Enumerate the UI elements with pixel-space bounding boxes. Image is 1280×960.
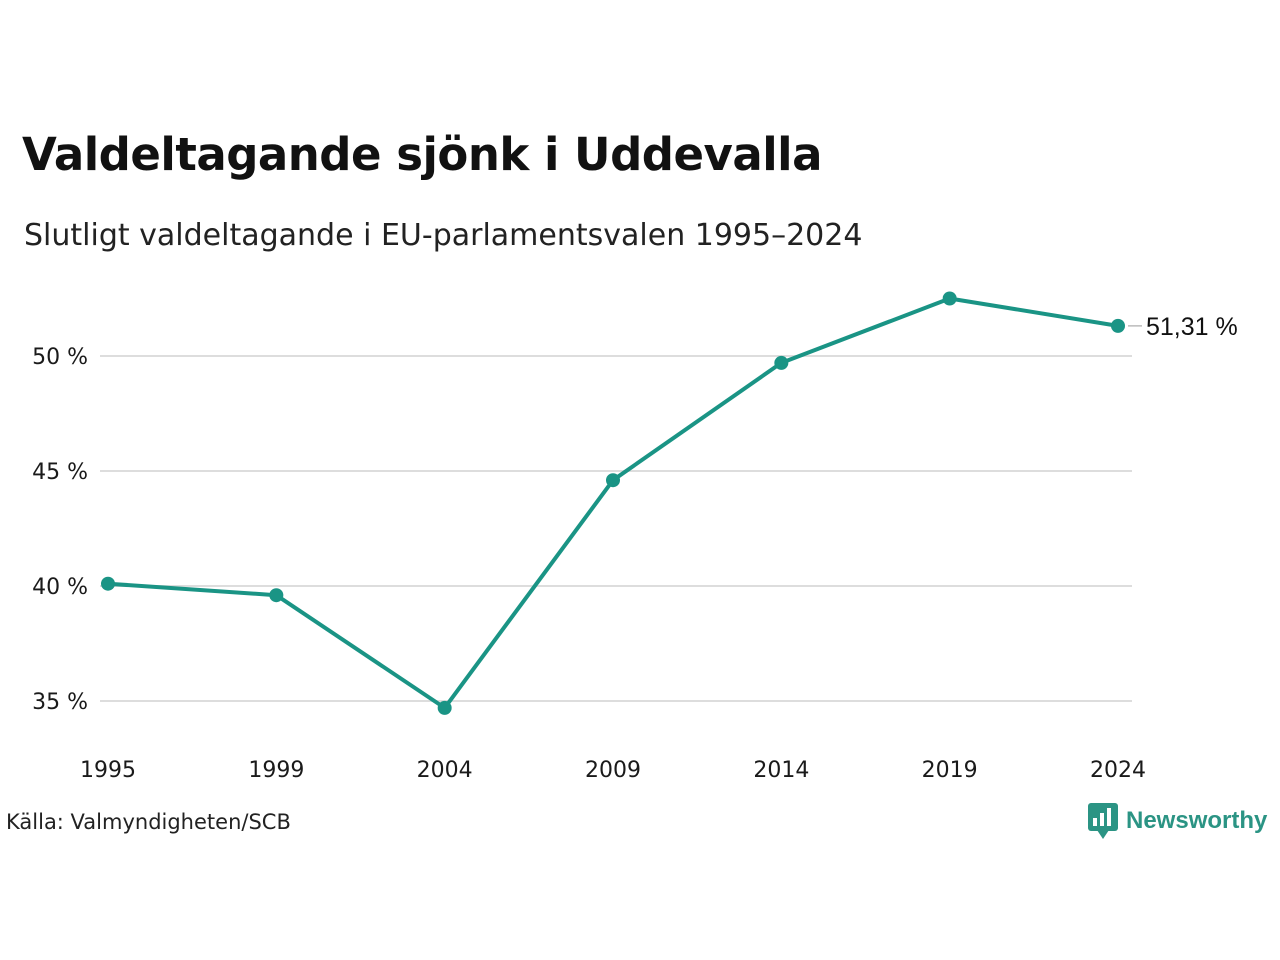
end-value-label: 51,31 % [1146, 313, 1238, 341]
gridlines [100, 355, 1132, 702]
data-point [101, 576, 115, 591]
x-tick-label: 1999 [248, 758, 304, 783]
series-line [106, 296, 1120, 710]
data-point [1111, 318, 1125, 333]
y-tick-label: 40 % [32, 575, 88, 600]
y-tick-label: 50 % [32, 345, 88, 370]
data-point [269, 588, 284, 603]
data-point [437, 700, 452, 715]
y-tick-label: 45 % [32, 460, 88, 485]
chart-title: Valdeltagande sjönk i Uddevalla [22, 128, 822, 181]
data-point [606, 473, 620, 488]
x-tick-label: 1995 [80, 758, 136, 783]
end-label-layer: 51,31 % [1128, 313, 1238, 341]
x-tick-label: 2019 [922, 758, 978, 783]
x-tick-label: 2014 [753, 758, 809, 783]
y-tick-label: 35 % [32, 690, 88, 715]
chart-subtitle: Slutligt valdeltagande i EU-parlamentsva… [24, 218, 863, 253]
brand-logo: Newsworthy [1088, 803, 1267, 839]
source-note: Källa: Valmyndigheten/SCB [6, 810, 291, 834]
data-point [774, 355, 789, 370]
x-tick-label: 2004 [417, 758, 473, 783]
brand-name: Newsworthy [1126, 807, 1268, 834]
x-tick-label: 2009 [585, 758, 641, 783]
series-layer [101, 291, 1125, 715]
x-axis-ticks: 1995 1999 2004 2009 2014 2019 2024 [80, 758, 1146, 783]
y-axis-ticks: 35 % 40 % 45 % 50 % [32, 345, 88, 715]
data-point [942, 291, 957, 306]
newsworthy-logo-icon [1088, 803, 1118, 839]
x-tick-label: 2024 [1090, 758, 1146, 783]
